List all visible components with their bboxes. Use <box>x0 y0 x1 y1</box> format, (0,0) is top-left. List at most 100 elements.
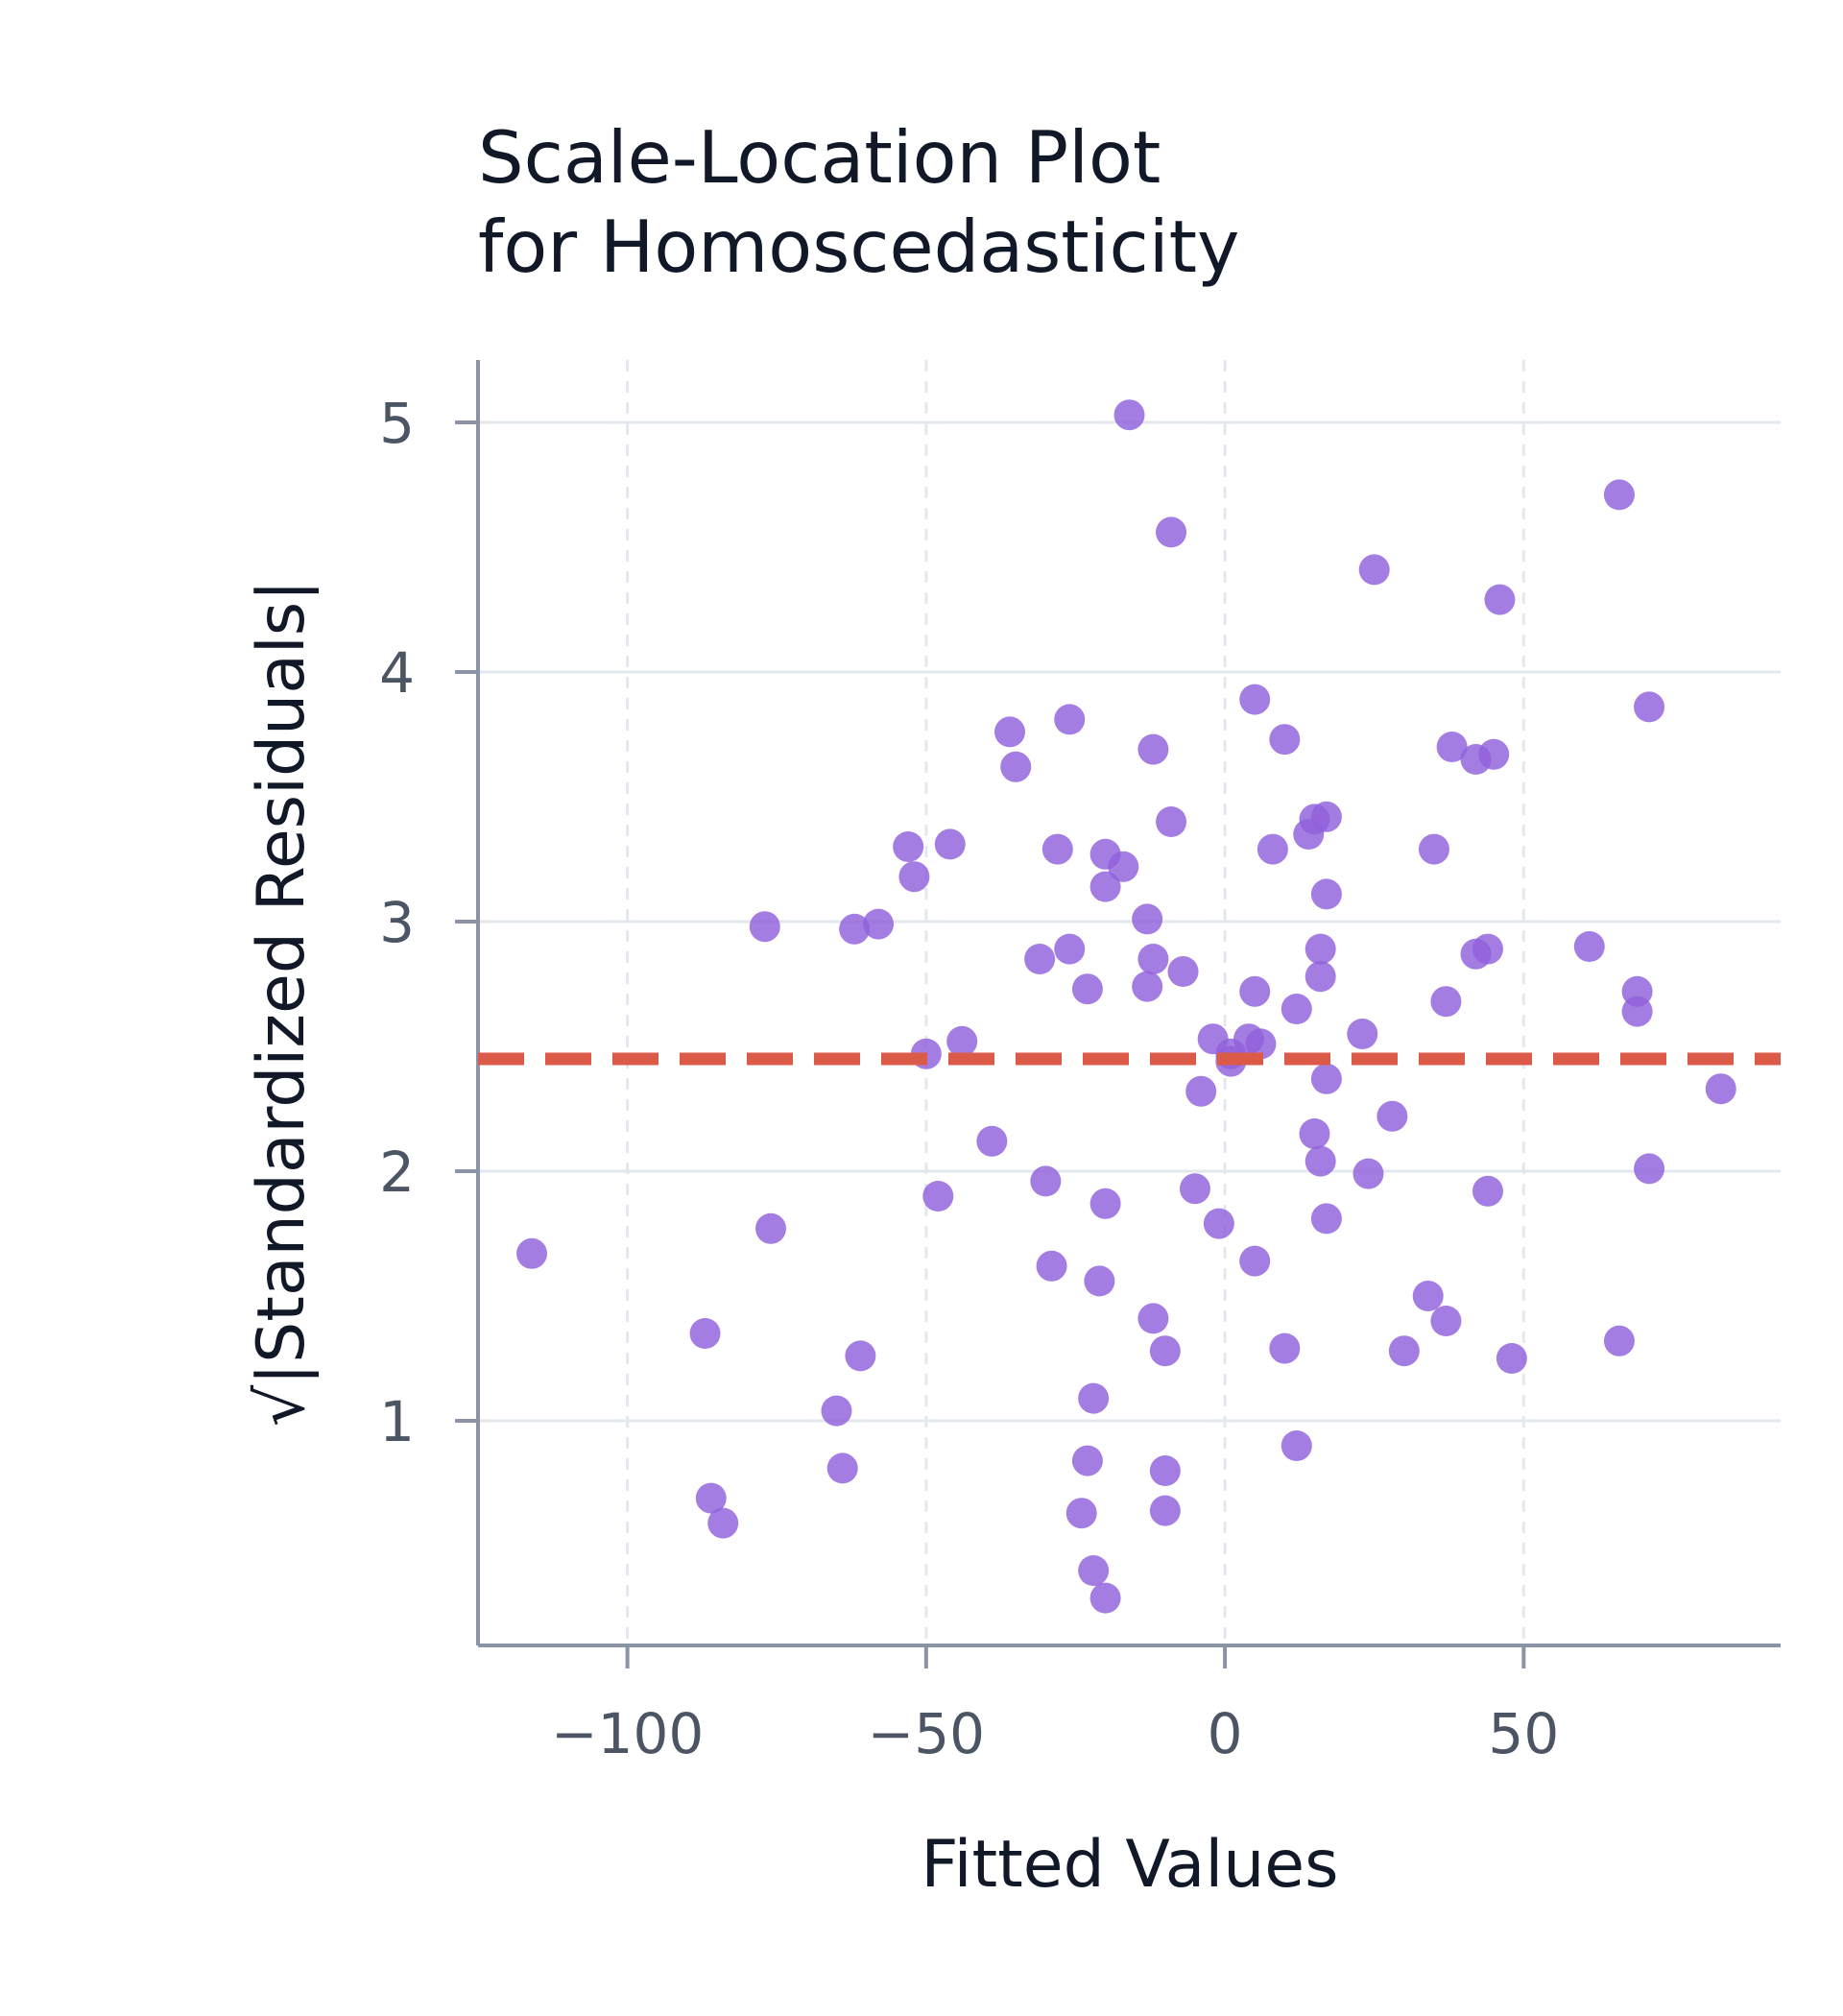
data-point <box>1310 878 1342 910</box>
data-point <box>1179 1173 1210 1205</box>
data-point <box>863 908 895 940</box>
data-point <box>1304 1145 1336 1177</box>
data-point <box>1281 1430 1312 1461</box>
data-point <box>976 1125 1008 1157</box>
data-point <box>1496 1343 1527 1374</box>
data-point <box>1281 994 1312 1024</box>
data-point <box>1000 751 1032 782</box>
data-point <box>1137 1303 1169 1334</box>
data-point <box>1621 975 1653 1007</box>
data-point <box>1054 704 1086 735</box>
data-point <box>1358 554 1390 586</box>
data-point <box>1478 738 1510 770</box>
data-point <box>1472 1175 1503 1207</box>
y-tick-label: 3 <box>379 890 415 955</box>
data-point <box>1603 479 1635 511</box>
x-tick-label: −100 <box>551 1701 704 1766</box>
data-point <box>826 1452 858 1484</box>
data-point <box>1108 851 1139 882</box>
data-point <box>994 716 1026 748</box>
data-point <box>1078 1382 1110 1414</box>
data-point <box>707 1507 739 1539</box>
data-point <box>821 1395 852 1427</box>
data-point <box>1239 1245 1271 1277</box>
data-point <box>1084 1265 1115 1297</box>
data-point <box>1310 1203 1342 1235</box>
data-point <box>1418 833 1449 865</box>
data-point <box>1472 933 1503 965</box>
data-point <box>1705 1073 1736 1105</box>
data-point <box>898 861 930 893</box>
data-point <box>1269 724 1301 756</box>
data-point <box>1089 871 1121 902</box>
data-point <box>1239 975 1271 1007</box>
data-point <box>516 1237 548 1269</box>
data-point <box>1430 1306 1462 1336</box>
data-point <box>1352 1158 1384 1189</box>
grid-lines <box>478 360 1781 1645</box>
x-tick-label: 0 <box>1208 1701 1243 1766</box>
scatter-points <box>516 399 1736 1614</box>
data-point <box>893 831 924 862</box>
data-point <box>1071 973 1103 1005</box>
data-point <box>1239 684 1271 715</box>
y-tick-label: 1 <box>379 1389 415 1454</box>
data-point <box>1113 399 1145 431</box>
data-point <box>755 1212 787 1244</box>
data-point <box>1156 806 1187 837</box>
data-point <box>1030 1165 1062 1197</box>
data-point <box>922 1181 954 1212</box>
data-point <box>1245 1028 1277 1060</box>
x-tick-label: 50 <box>1488 1701 1559 1766</box>
y-tick-label: 4 <box>379 640 415 706</box>
data-point <box>946 1025 978 1057</box>
data-point <box>695 1482 727 1514</box>
data-point <box>1065 1498 1097 1529</box>
y-tick-label: 2 <box>379 1140 415 1205</box>
data-point <box>1132 971 1163 1002</box>
data-point <box>1310 801 1342 832</box>
data-point <box>1089 1582 1121 1614</box>
data-point <box>1024 944 1056 974</box>
data-point <box>1041 833 1073 865</box>
data-point <box>1257 833 1288 865</box>
data-point <box>1149 1455 1181 1486</box>
data-point <box>1573 931 1605 962</box>
data-point <box>1304 961 1336 993</box>
data-point <box>749 911 780 943</box>
data-point <box>1149 1335 1181 1367</box>
data-point <box>1089 1188 1121 1219</box>
data-point <box>1376 1100 1408 1132</box>
data-point <box>1054 933 1086 965</box>
data-point <box>1347 1019 1378 1049</box>
data-point <box>1603 1325 1635 1356</box>
data-point <box>1412 1281 1444 1311</box>
y-ticks: 1 2 3 4 5 <box>379 391 478 1454</box>
axes <box>476 360 1781 1647</box>
data-point <box>1071 1445 1103 1476</box>
data-point <box>1137 733 1169 765</box>
chart-title-line-2: for Homoscedasticity <box>478 204 1239 289</box>
data-point <box>1436 732 1468 762</box>
data-point <box>1137 944 1169 974</box>
data-point <box>1036 1250 1067 1282</box>
data-point <box>1185 1075 1217 1107</box>
data-point <box>1484 584 1516 615</box>
data-point <box>845 1340 876 1372</box>
chart-title-line-1: Scale-Location Plot <box>478 115 1161 200</box>
data-point <box>839 913 871 945</box>
data-point <box>689 1318 721 1349</box>
x-axis-label: Fitted Values <box>921 1827 1338 1903</box>
data-point <box>1299 1118 1330 1149</box>
data-point <box>1304 933 1336 965</box>
data-point <box>1388 1335 1420 1367</box>
data-point <box>1078 1555 1110 1586</box>
data-point <box>1430 986 1462 1018</box>
x-tick-label: −50 <box>868 1701 985 1766</box>
x-ticks: −100 −50 0 50 <box>551 1645 1559 1766</box>
data-point <box>1310 1063 1342 1094</box>
data-point <box>1203 1208 1234 1239</box>
y-tick-label: 5 <box>379 391 415 456</box>
y-axis-label: √|Standardized Residuals| <box>244 580 320 1427</box>
